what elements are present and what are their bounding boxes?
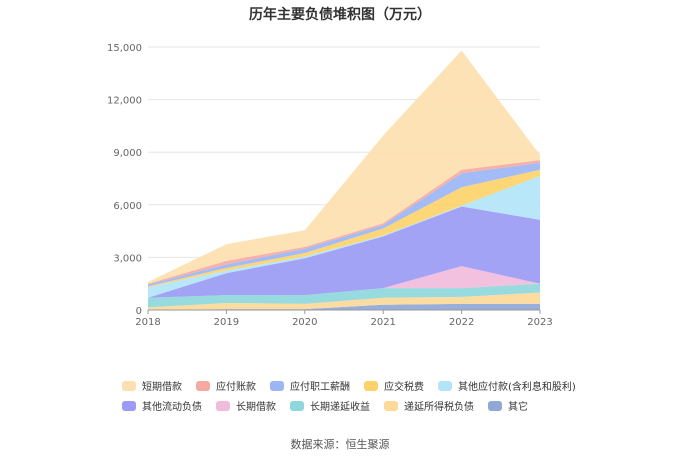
legend-item[interactable]: 递延所得税负债 <box>384 398 474 413</box>
area-series <box>148 175 540 298</box>
y-tick-label: 9,000 <box>113 148 142 159</box>
legend-item[interactable]: 应交税费 <box>364 378 424 393</box>
legend-item[interactable]: 长期递延收益 <box>290 398 370 413</box>
legend-label: 短期借款 <box>142 382 182 393</box>
area-series <box>148 303 540 310</box>
y-tick-label: 6,000 <box>113 201 142 212</box>
legend-item[interactable]: 应付账款 <box>196 378 256 393</box>
legend-swatch <box>270 380 284 391</box>
area-series <box>148 162 540 287</box>
chart-title: 历年主要负债堆积图（万元） <box>249 7 431 23</box>
y-tick-label: 15,000 <box>107 43 142 54</box>
area-series <box>148 50 540 284</box>
area-series <box>148 206 540 298</box>
legend-label: 应交税费 <box>384 382 424 393</box>
x-tick-label: 2021 <box>370 317 395 328</box>
x-tick-label: 2023 <box>527 317 552 328</box>
legend-item[interactable]: 短期借款 <box>122 378 182 393</box>
area-series <box>148 292 540 310</box>
legend-item[interactable]: 其它 <box>488 398 528 413</box>
legend-label: 应付账款 <box>216 382 256 393</box>
legend-item[interactable]: 长期借款 <box>216 398 276 413</box>
legend-swatch <box>488 400 502 411</box>
legend-swatch <box>438 380 452 391</box>
legend-label: 应付职工薪酬 <box>290 382 350 393</box>
legend-swatch <box>384 400 398 411</box>
legend-swatch <box>290 400 304 411</box>
legend-label: 递延所得税负债 <box>404 402 474 413</box>
area-series <box>148 169 540 288</box>
legend-item[interactable]: 其他流动负债 <box>122 398 202 413</box>
y-tick-label: 12,000 <box>107 96 142 107</box>
x-tick-label: 2018 <box>135 317 160 328</box>
x-tick-label: 2022 <box>449 317 474 328</box>
legend-label: 长期借款 <box>236 402 276 413</box>
legend-label: 长期递延收益 <box>310 402 370 413</box>
legend: 短期借款 应付账款 应付职工薪酬 应交税费 其他应付款(含利息和股利) 其他流动负债 长期借… <box>122 378 592 413</box>
legend-label: 其他流动负债 <box>142 402 202 413</box>
legend-swatch <box>122 380 136 391</box>
y-tick-label: 0 <box>136 306 142 317</box>
legend-item[interactable]: 其他应付款(含利息和股利) <box>438 378 576 393</box>
legend-swatch <box>216 400 230 411</box>
legend-swatch <box>196 380 210 391</box>
x-tick-label: 2019 <box>214 317 239 328</box>
area-series <box>148 266 540 298</box>
legend-swatch <box>122 400 136 411</box>
plot-area: 0 3,000 6,000 9,000 12,000 15,000 2018 2019 2020… <box>107 43 553 328</box>
legend-item[interactable]: 应付职工薪酬 <box>270 378 350 393</box>
legend-swatch <box>364 380 378 391</box>
legend-label: 其他应付款(含利息和股利) <box>458 382 576 393</box>
area-series <box>148 283 540 308</box>
y-tick-label: 3,000 <box>113 253 142 264</box>
data-source-note: 数据来源：恒生聚源 <box>290 438 390 451</box>
legend-label: 其它 <box>508 402 528 413</box>
x-tick-label: 2020 <box>292 317 317 328</box>
